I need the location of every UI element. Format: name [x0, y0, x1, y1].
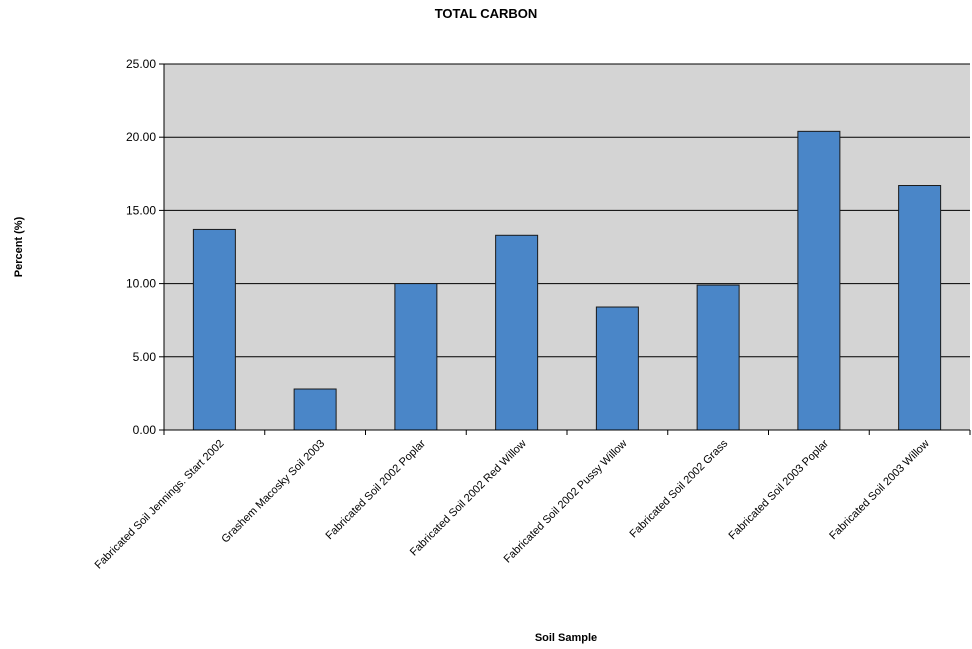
bar — [898, 185, 942, 431]
bar — [192, 228, 236, 431]
x-category-label: Fabricated Soil Jennings. Start 2002 — [93, 438, 227, 572]
bar — [696, 284, 740, 431]
y-axis-title: Percent (%) — [13, 216, 25, 277]
y-tick-label: 5.00 — [133, 350, 157, 364]
x-category-label: Fabricated Soil 2003 Willow — [827, 438, 931, 542]
bar — [595, 306, 639, 431]
bar — [495, 234, 539, 431]
y-tick-label: 10.00 — [126, 277, 156, 291]
x-category-labels: Fabricated Soil Jennings. Start 2002Gras… — [93, 437, 932, 571]
chart-title: TOTAL CARBON — [435, 6, 538, 21]
y-tick-label: 25.00 — [126, 57, 156, 71]
y-tick-label: 20.00 — [126, 130, 156, 144]
x-category-label: Fabricated Soil 2002 Poplar — [324, 437, 429, 542]
x-axis-title: Soil Sample — [535, 632, 597, 644]
x-category-label: Grashem Macosky Soil 2003 — [219, 438, 327, 546]
bars — [192, 130, 942, 431]
x-category-label: Fabricated Soil 2002 Grass — [628, 437, 731, 540]
x-category-label: Fabricated Soil 2003 Poplar — [727, 437, 832, 542]
x-category-label: Fabricated Soil 2002 Pussy Willow — [502, 438, 630, 566]
plot-area — [164, 64, 970, 430]
axes — [159, 63, 971, 435]
y-tick-label: 0.00 — [133, 423, 157, 437]
y-tick-label: 15.00 — [126, 203, 156, 217]
y-tick-labels: 0.00 5.00 10.00 15.00 20.00 25.00 — [126, 57, 156, 437]
bar — [394, 283, 438, 431]
bar — [293, 388, 337, 431]
x-category-label: Fabricated Soil 2002 Red Willow — [408, 438, 529, 559]
bar — [797, 130, 841, 431]
